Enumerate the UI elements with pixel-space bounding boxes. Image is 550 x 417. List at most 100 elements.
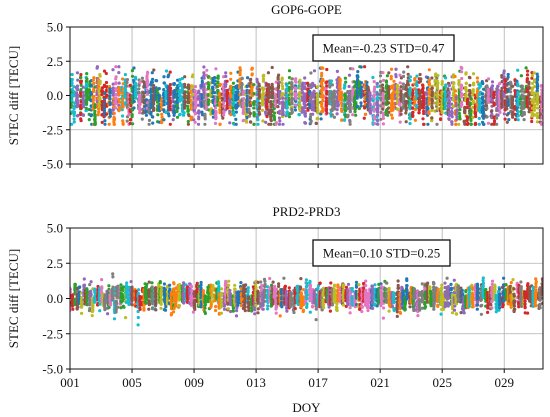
- scatter-point: [395, 90, 399, 95]
- scatter-point: [363, 112, 367, 116]
- scatter-point: [93, 119, 97, 123]
- scatter-point: [303, 114, 307, 118]
- scatter-point: [280, 84, 284, 88]
- scatter-point: [354, 113, 358, 117]
- scatter-point: [477, 122, 481, 126]
- scatter-point: [84, 79, 88, 83]
- scatter-point: [240, 82, 244, 87]
- scatter-point: [453, 74, 457, 79]
- scatter-point: [540, 121, 543, 125]
- scatter-point: [180, 87, 184, 91]
- scatter-point: [127, 112, 131, 117]
- scatter-point: [527, 97, 531, 101]
- scatter-point: [196, 122, 201, 126]
- scatter-point: [107, 122, 111, 126]
- scatter-point: [125, 80, 129, 85]
- scatter-point: [82, 101, 86, 105]
- scatter-point: [96, 113, 100, 117]
- scatter-point: [232, 90, 236, 94]
- scatter-point: [119, 283, 123, 287]
- scatter-point: [121, 304, 125, 308]
- scatter-point: [402, 96, 406, 100]
- scatter-point: [240, 77, 244, 81]
- scatter-point: [495, 116, 499, 120]
- scatter-point: [252, 106, 256, 110]
- scatter-point: [266, 100, 270, 104]
- scatter-point: [333, 92, 337, 96]
- scatter-point: [335, 69, 339, 73]
- scatter-point: [79, 91, 83, 95]
- scatter-point: [492, 91, 496, 95]
- scatter-point: [516, 104, 520, 108]
- scatter-point: [308, 115, 313, 119]
- scatter-point: [482, 87, 486, 91]
- scatter-point: [451, 81, 456, 85]
- scatter-point: [116, 305, 120, 309]
- scatter-point: [436, 98, 440, 102]
- scatter-point: [144, 285, 148, 289]
- scatter-point: [335, 95, 339, 99]
- scatter-point: [70, 77, 74, 82]
- scatter-point: [82, 105, 86, 109]
- scatter-point: [381, 71, 385, 75]
- scatter-point: [502, 75, 506, 79]
- scatter-point: [390, 116, 394, 120]
- scatter-point: [450, 120, 454, 124]
- scatter-point: [222, 113, 226, 117]
- scatter-point: [149, 93, 153, 97]
- scatter-point: [239, 85, 244, 89]
- scatter-point: [348, 110, 352, 114]
- scatter-point: [440, 98, 444, 102]
- scatter-point: [121, 122, 125, 126]
- scatter-point: [100, 285, 104, 289]
- scatter-point: [138, 103, 142, 107]
- scatter-point: [90, 314, 94, 318]
- scatter-point: [469, 118, 473, 122]
- scatter-point: [202, 71, 206, 75]
- scatter-point: [427, 83, 431, 87]
- scatter-point: [142, 80, 146, 84]
- scatter-point: [309, 71, 313, 75]
- scatter-point: [129, 117, 133, 121]
- scatter-point: [418, 91, 422, 95]
- scatter-point: [93, 109, 97, 113]
- scatter-point: [89, 98, 93, 102]
- scatter-point: [298, 78, 302, 82]
- scatter-point: [532, 71, 536, 75]
- scatter-point: [277, 116, 281, 120]
- scatter-point: [464, 81, 468, 85]
- scatter-point: [532, 98, 537, 102]
- scatter-point: [108, 114, 112, 118]
- stats-text: Mean=-0.23 STD=0.47: [323, 41, 445, 56]
- scatter-point: [492, 116, 496, 120]
- scatter-point: [252, 92, 256, 96]
- scatter-point: [121, 114, 125, 118]
- scatter-point: [535, 91, 540, 95]
- scatter-point: [404, 111, 408, 115]
- scatter-point: [177, 113, 182, 117]
- scatter-point: [381, 112, 386, 116]
- scatter-point: [241, 103, 245, 107]
- scatter-point: [440, 111, 444, 115]
- scatter-point: [79, 88, 83, 92]
- scatter-point: [540, 88, 543, 92]
- scatter-point: [130, 86, 134, 90]
- scatter-point: [82, 277, 86, 281]
- scatter-point: [137, 90, 141, 94]
- scatter-point: [216, 76, 220, 80]
- scatter-point: [78, 75, 83, 80]
- scatter-point: [308, 89, 312, 93]
- scatter-point: [419, 77, 423, 81]
- scatter-point: [359, 104, 363, 108]
- scatter-point: [342, 118, 347, 122]
- scatter-point: [426, 76, 430, 80]
- scatter-point: [520, 87, 524, 91]
- scatter-point: [112, 122, 116, 126]
- scatter-point: [321, 109, 325, 113]
- scatter-point: [228, 98, 232, 103]
- scatter-point: [311, 81, 315, 85]
- scatter-point: [359, 65, 363, 69]
- scatter-point: [540, 115, 543, 119]
- scatter-point: [229, 106, 233, 110]
